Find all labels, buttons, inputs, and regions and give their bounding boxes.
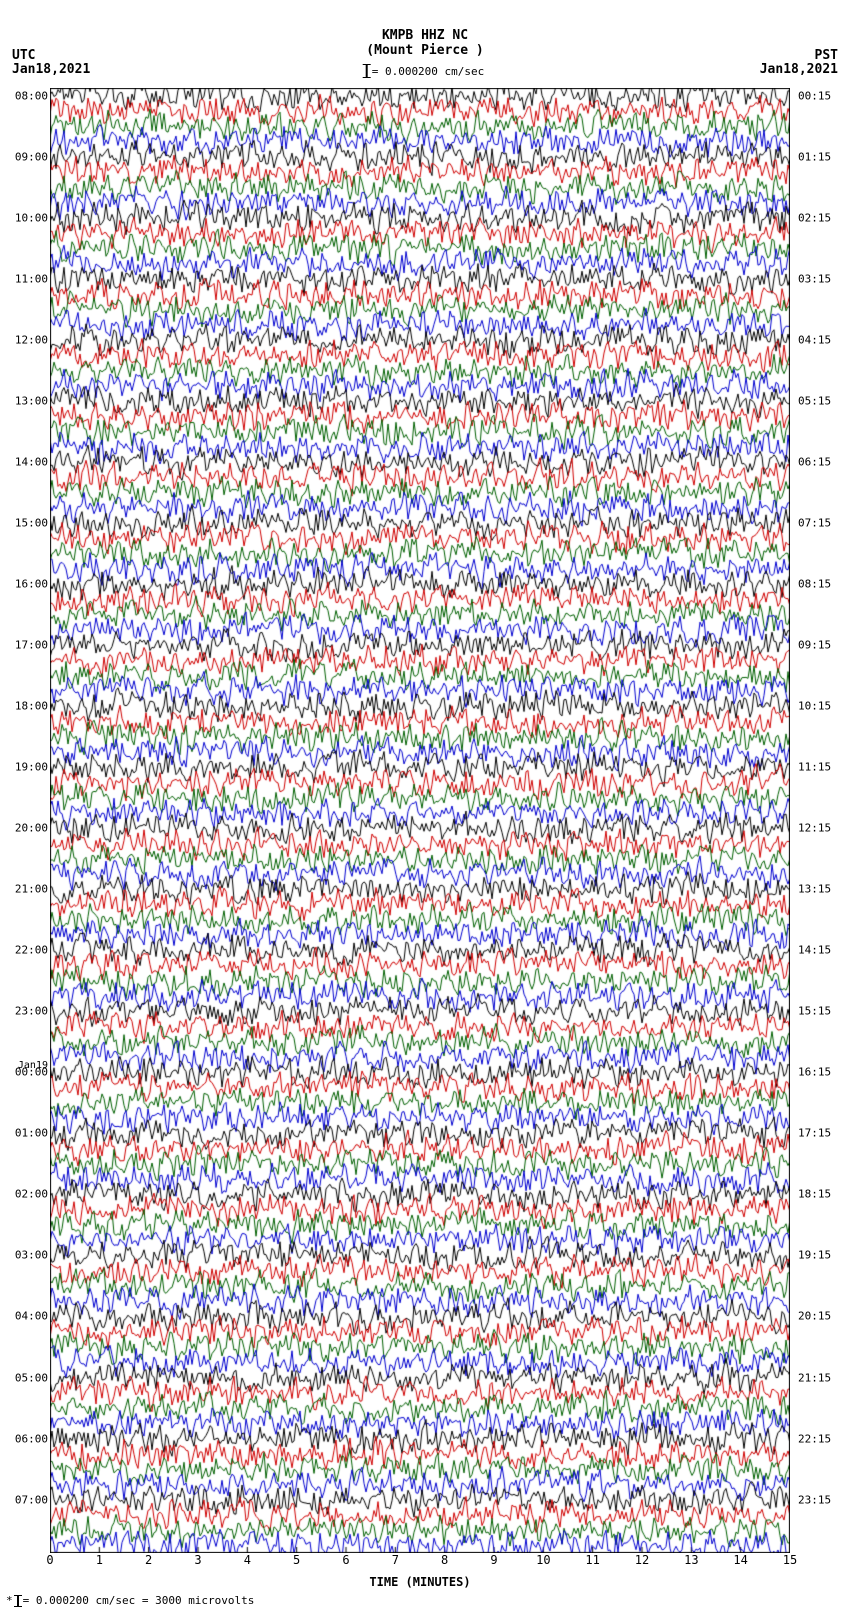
- footer-prefix: *: [6, 1594, 13, 1607]
- pst-hour-tick: 03:15: [798, 272, 846, 285]
- scale-indicator: = 0.000200 cm/sec: [366, 64, 485, 78]
- utc-hour-tick: 04:00: [0, 1310, 48, 1323]
- utc-hour-tick: 07:00: [0, 1493, 48, 1506]
- x-tick: 7: [392, 1553, 399, 1567]
- pst-hour-tick: 16:15: [798, 1066, 846, 1079]
- utc-hour-tick: 10:00: [0, 211, 48, 224]
- utc-hour-tick: 22:00: [0, 944, 48, 957]
- utc-hour-tick: 17:00: [0, 639, 48, 652]
- x-tick: 6: [342, 1553, 349, 1567]
- utc-hour-tick: 01:00: [0, 1127, 48, 1140]
- header: KMPB HHZ NC (Mount Pierce ) UTC Jan18,20…: [0, 0, 850, 80]
- x-tick: 2: [145, 1553, 152, 1567]
- x-tick: 9: [490, 1553, 497, 1567]
- pst-hour-tick: 00:15: [798, 89, 846, 102]
- x-tick: 13: [684, 1553, 698, 1567]
- utc-hour-tick: 23:00: [0, 1005, 48, 1018]
- utc-hour-axis: 08:00 09:00 10:00 11:00 12:00 13:00 14:00 15:00…: [0, 88, 48, 1553]
- utc-hour-tick: 06:00: [0, 1432, 48, 1445]
- utc-hour-tick: 20:00: [0, 822, 48, 835]
- pst-hour-tick: 12:15: [798, 822, 846, 835]
- pst-hour-tick: 23:15: [798, 1493, 846, 1506]
- x-tick: 15: [783, 1553, 797, 1567]
- pst-hour-tick: 21:15: [798, 1371, 846, 1384]
- x-tick: 0: [46, 1553, 53, 1567]
- pst-label: PST: [815, 48, 838, 63]
- scale-bar-icon: [366, 64, 368, 78]
- x-tick: 11: [585, 1553, 599, 1567]
- pst-hour-tick: 13:15: [798, 883, 846, 896]
- pst-hour-tick: 08:15: [798, 577, 846, 590]
- pst-hour-tick: 14:15: [798, 944, 846, 957]
- utc-label: UTC: [12, 48, 35, 63]
- x-tick: 8: [441, 1553, 448, 1567]
- pst-hour-tick: 01:15: [798, 150, 846, 163]
- seismogram-canvas: [50, 88, 790, 1553]
- x-tick: 1: [96, 1553, 103, 1567]
- station-name: (Mount Pierce ): [366, 43, 483, 58]
- station-code: KMPB HHZ NC: [366, 28, 483, 43]
- utc-hour-tick: 03:00: [0, 1249, 48, 1262]
- pst-hour-axis: 00:15 01:15 02:15 03:15 04:15 05:15 06:15 07:15…: [798, 88, 846, 1553]
- pst-hour-tick: 20:15: [798, 1310, 846, 1323]
- utc-hour-tick: 12:00: [0, 333, 48, 346]
- pst-hour-tick: 05:15: [798, 394, 846, 407]
- pst-date: Jan18,2021: [760, 62, 838, 77]
- x-tick: 5: [293, 1553, 300, 1567]
- utc-hour-tick: 11:00: [0, 272, 48, 285]
- utc-hour-tick: 19:00: [0, 761, 48, 774]
- station-title: KMPB HHZ NC (Mount Pierce ): [366, 28, 483, 58]
- x-axis-label: TIME (MINUTES): [369, 1575, 470, 1589]
- utc-hour-tick: 13:00: [0, 394, 48, 407]
- x-tick: 14: [733, 1553, 747, 1567]
- pst-hour-tick: 04:15: [798, 333, 846, 346]
- utc-hour-tick: 16:00: [0, 577, 48, 590]
- utc-hour-tick: 21:00: [0, 883, 48, 896]
- scale-text: = 0.000200 cm/sec: [372, 65, 485, 78]
- pst-hour-tick: 07:15: [798, 516, 846, 529]
- x-tick: 3: [194, 1553, 201, 1567]
- pst-hour-tick: 09:15: [798, 639, 846, 652]
- utc-date: Jan18,2021: [12, 62, 90, 77]
- pst-hour-tick: 22:15: [798, 1432, 846, 1445]
- pst-hour-tick: 10:15: [798, 700, 846, 713]
- pst-hour-tick: 11:15: [798, 761, 846, 774]
- x-tick: 12: [635, 1553, 649, 1567]
- pst-hour-tick: 02:15: [798, 211, 846, 224]
- pst-hour-tick: 17:15: [798, 1127, 846, 1140]
- pst-hour-tick: 06:15: [798, 455, 846, 468]
- helicorder-plot: [50, 88, 790, 1553]
- footer-text: = 0.000200 cm/sec = 3000 microvolts: [23, 1594, 255, 1607]
- utc-hour-tick: 02:00: [0, 1188, 48, 1201]
- pst-hour-tick: 15:15: [798, 1005, 846, 1018]
- pst-hour-tick: 19:15: [798, 1249, 846, 1262]
- utc-hour-tick: 08:00: [0, 89, 48, 102]
- utc-hour-tick: 09:00: [0, 150, 48, 163]
- scale-bar-icon: [17, 1595, 19, 1607]
- x-tick: 10: [536, 1553, 550, 1567]
- utc-hour-tick: 00:00: [0, 1066, 48, 1079]
- utc-hour-tick: 14:00: [0, 455, 48, 468]
- utc-hour-tick: 15:00: [0, 516, 48, 529]
- x-tick: 4: [244, 1553, 251, 1567]
- footer-scale: * = 0.000200 cm/sec = 3000 microvolts: [6, 1594, 254, 1607]
- utc-hour-tick: 05:00: [0, 1371, 48, 1384]
- pst-hour-tick: 18:15: [798, 1188, 846, 1201]
- x-axis: TIME (MINUTES) 0123456789101112131415: [50, 1553, 790, 1583]
- utc-hour-tick: 18:00: [0, 700, 48, 713]
